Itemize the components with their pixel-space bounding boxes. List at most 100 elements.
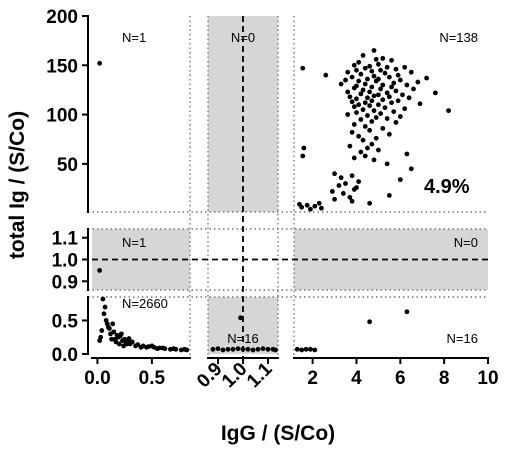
data-point	[238, 315, 243, 321]
data-point	[260, 346, 266, 352]
data-point	[367, 200, 373, 206]
data-point	[300, 65, 306, 71]
data-point	[369, 68, 375, 74]
data-point	[265, 346, 271, 352]
data-point	[345, 89, 351, 95]
data-point	[343, 181, 348, 186]
data-point	[369, 98, 375, 104]
data-point	[113, 339, 119, 345]
data-point	[362, 81, 368, 87]
data-point	[411, 86, 416, 92]
data-point	[312, 203, 318, 209]
data-point	[393, 120, 399, 125]
data-point	[354, 67, 359, 73]
data-point	[408, 166, 414, 172]
y-tick-label: 1.1	[52, 229, 79, 250]
data-point	[395, 72, 401, 78]
data-point	[369, 84, 375, 90]
data-point	[386, 131, 392, 137]
x-tick-label: 1.1	[243, 358, 277, 392]
x-axis-label: IgG / (S/Co)	[221, 422, 335, 445]
data-point	[389, 100, 394, 106]
data-point	[375, 92, 381, 98]
data-point	[358, 149, 364, 155]
data-point	[358, 117, 364, 122]
data-point	[349, 198, 355, 204]
data-point	[382, 70, 388, 76]
data-point	[351, 85, 357, 91]
data-point	[235, 346, 241, 352]
data-point	[124, 341, 130, 347]
data-point	[146, 344, 152, 350]
data-point	[424, 75, 430, 81]
data-point	[349, 173, 355, 179]
data-point	[347, 143, 353, 149]
data-point	[140, 343, 146, 349]
y-tick-label: 100	[46, 106, 78, 127]
data-point	[365, 95, 370, 101]
data-point	[299, 347, 305, 353]
data-point	[367, 103, 373, 109]
data-point	[371, 157, 377, 163]
data-point	[373, 78, 379, 84]
data-point	[356, 102, 362, 108]
data-point	[446, 108, 451, 114]
data-point	[384, 116, 390, 121]
data-point	[365, 76, 370, 82]
data-point	[384, 64, 390, 70]
data-point	[301, 145, 307, 151]
data-point	[250, 347, 256, 353]
count-label: N=2660	[122, 296, 168, 311]
data-point	[107, 326, 112, 331]
data-point	[391, 80, 397, 86]
data-point	[349, 99, 355, 105]
data-point	[340, 191, 346, 196]
data-point	[360, 53, 366, 58]
data-point	[378, 111, 383, 116]
data-point	[417, 101, 423, 107]
data-point	[386, 192, 392, 198]
data-point	[397, 177, 403, 183]
data-point	[367, 319, 373, 325]
count-label: N=1	[122, 30, 146, 45]
data-point	[338, 81, 344, 87]
data-point	[338, 175, 344, 181]
y-tick-label: 1.0	[52, 251, 78, 272]
data-point	[255, 346, 261, 352]
count-label: N=0	[231, 30, 255, 45]
y-tick-label: 0.5	[52, 311, 79, 332]
data-point	[300, 153, 306, 159]
x-tick-label: 0.0	[84, 368, 110, 389]
data-point	[404, 82, 410, 88]
data-point	[332, 196, 337, 202]
data-point	[384, 161, 390, 167]
data-point	[408, 69, 414, 75]
data-point	[356, 78, 362, 84]
data-point	[351, 122, 357, 127]
data-point	[308, 346, 313, 352]
data-point	[240, 346, 246, 352]
data-point	[402, 64, 408, 70]
data-point	[319, 205, 324, 211]
data-point	[122, 336, 128, 342]
count-label: N=0	[454, 235, 478, 250]
data-point	[97, 267, 103, 273]
data-point	[362, 100, 368, 106]
data-point	[365, 145, 370, 151]
data-point	[351, 187, 357, 192]
count-label: N=1	[122, 235, 146, 250]
data-point	[102, 304, 108, 310]
data-point	[347, 194, 353, 200]
y-tick-label: 0.0	[52, 345, 78, 366]
data-point	[316, 200, 322, 206]
data-point	[373, 115, 379, 120]
x-tick-label: 8	[439, 368, 450, 389]
data-point	[245, 346, 251, 352]
data-point	[415, 79, 421, 85]
data-point	[210, 346, 216, 352]
data-point	[135, 342, 141, 348]
count-label: N=16	[227, 331, 258, 346]
percent-label: 4.9%	[424, 176, 470, 198]
data-point	[349, 129, 355, 135]
data-point	[406, 95, 412, 101]
